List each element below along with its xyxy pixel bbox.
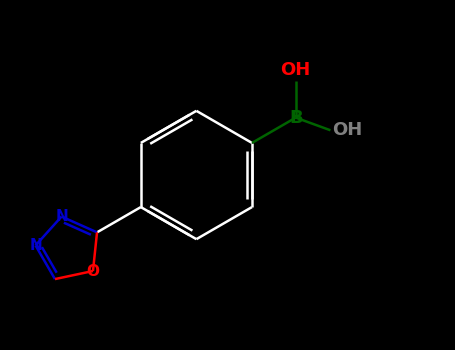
Text: N: N [29,238,42,253]
Text: B: B [289,108,303,127]
Text: OH: OH [333,121,363,139]
Text: N: N [55,209,68,224]
Text: O: O [86,264,100,279]
Text: OH: OH [281,61,311,79]
